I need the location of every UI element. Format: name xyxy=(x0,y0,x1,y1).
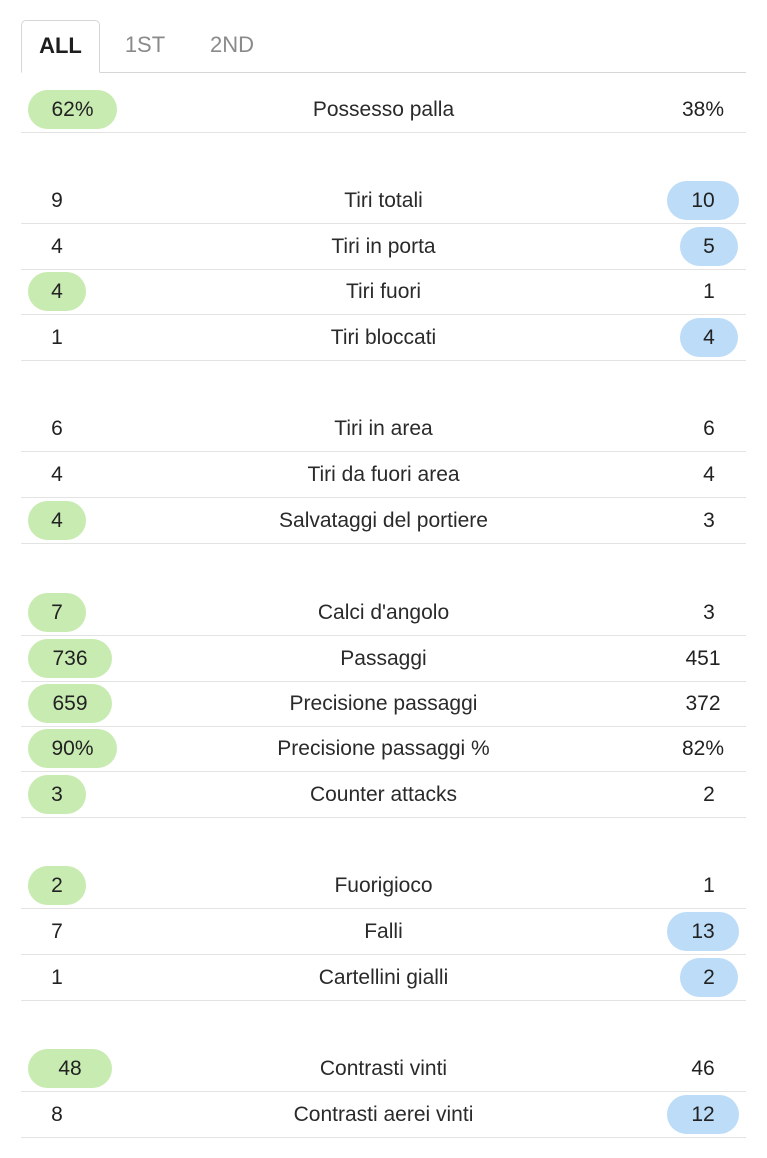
away-value: 12 xyxy=(667,1095,739,1134)
home-value: 62% xyxy=(28,90,117,129)
stat-label: Tiri totali xyxy=(344,189,423,212)
home-value: 659 xyxy=(28,684,112,723)
home-value: 6 xyxy=(51,417,63,440)
stat-label: Tiri fuori xyxy=(345,280,422,303)
stat-row-shots-on-target: 4 Tiri in porta 5 xyxy=(21,224,746,270)
stat-label: Tiri in area xyxy=(334,417,433,440)
stat-label: Salvataggi del portiere xyxy=(279,509,488,532)
stat-row-offsides: 2 Fuorigioco 1 xyxy=(21,863,746,909)
away-value: 38% xyxy=(681,98,725,121)
tab-2nd[interactable]: 2ND xyxy=(209,32,254,57)
away-value: 2 xyxy=(703,783,715,806)
home-value: 8 xyxy=(51,1103,63,1126)
home-value: 2 xyxy=(28,866,86,905)
stat-row-pass-accuracy: 90% Precisione passaggi % 82% xyxy=(21,726,746,772)
stat-label: Passaggi xyxy=(340,647,427,670)
stat-label: Calci d'angolo xyxy=(317,601,450,624)
home-value: 4 xyxy=(28,501,86,540)
away-value: 3 xyxy=(703,601,715,624)
stat-label: Possesso palla xyxy=(312,98,455,121)
stat-row-aerials-won: 8 Contrasti aerei vinti 12 xyxy=(21,1092,746,1138)
away-value: 10 xyxy=(667,181,739,220)
away-value: 46 xyxy=(691,1057,715,1080)
home-value: 48 xyxy=(28,1049,112,1088)
stat-label: Contrasti vinti xyxy=(319,1057,448,1080)
stat-row-tackles-won: 48 Contrasti vinti 46 xyxy=(21,1046,746,1092)
away-value: 82% xyxy=(681,737,725,760)
away-value: 13 xyxy=(667,912,739,951)
stat-row-fouls: 7 Falli 13 xyxy=(21,909,746,955)
stat-label: Contrasti aerei vinti xyxy=(293,1103,474,1126)
home-value: 4 xyxy=(28,272,86,311)
home-value: 4 xyxy=(51,235,63,258)
stat-row-total-shots: 9 Tiri totali 10 xyxy=(21,178,746,224)
stat-row-goalkeeper-saves: 4 Salvataggi del portiere 3 xyxy=(21,498,746,544)
away-value: 372 xyxy=(685,692,721,715)
stat-row-shots-off-target: 4 Tiri fuori 1 xyxy=(21,269,746,315)
away-value: 1 xyxy=(703,874,715,897)
stat-row-blocked-shots: 1 Tiri bloccati 4 xyxy=(21,315,746,361)
period-tabs: ALL 1ST 2ND xyxy=(21,20,746,73)
home-value: 90% xyxy=(28,729,117,768)
stat-row-shots-outside-box: 4 Tiri da fuori area 4 xyxy=(21,452,746,498)
home-value: 4 xyxy=(51,463,63,486)
home-value: 7 xyxy=(28,593,86,632)
away-value: 1 xyxy=(703,280,715,303)
stat-row-accurate-passes: 659 Precisione passaggi 372 xyxy=(21,681,746,727)
stat-label: Tiri da fuori area xyxy=(307,463,460,486)
stat-row-passes: 736 Passaggi 451 xyxy=(21,636,746,682)
stat-row-yellow-cards: 1 Cartellini gialli 2 xyxy=(21,955,746,1001)
stat-label: Tiri bloccati xyxy=(330,326,437,349)
away-value: 4 xyxy=(703,463,715,486)
home-value: 3 xyxy=(28,775,86,814)
stat-label: Counter attacks xyxy=(309,783,458,806)
home-value: 736 xyxy=(28,639,112,678)
away-value: 451 xyxy=(685,647,721,670)
away-value: 2 xyxy=(680,958,738,997)
home-value: 1 xyxy=(51,326,63,349)
stat-row-corners: 7 Calci d'angolo 3 xyxy=(21,590,746,636)
tab-1st[interactable]: 1ST xyxy=(124,32,166,57)
away-value: 5 xyxy=(680,227,738,266)
stat-label: Tiri in porta xyxy=(331,235,436,258)
stat-row-shots-inside-box: 6 Tiri in area 6 xyxy=(21,406,746,452)
home-value: 1 xyxy=(51,966,63,989)
stat-label: Cartellini gialli xyxy=(318,966,449,989)
away-value: 4 xyxy=(680,318,738,357)
stat-label: Falli xyxy=(364,920,403,943)
home-value: 9 xyxy=(51,189,63,212)
stat-label: Fuorigioco xyxy=(334,874,433,897)
stat-label: Precisione passaggi % xyxy=(277,737,490,760)
home-value: 7 xyxy=(51,920,63,943)
stat-row-possession: 62% Possesso palla 38% xyxy=(21,87,746,133)
stat-row-counter-attacks: 3 Counter attacks 2 xyxy=(21,772,746,818)
tab-all[interactable]: ALL xyxy=(21,20,100,73)
away-value: 3 xyxy=(703,509,715,532)
stat-label: Precisione passaggi xyxy=(289,692,478,715)
away-value: 6 xyxy=(703,417,715,440)
